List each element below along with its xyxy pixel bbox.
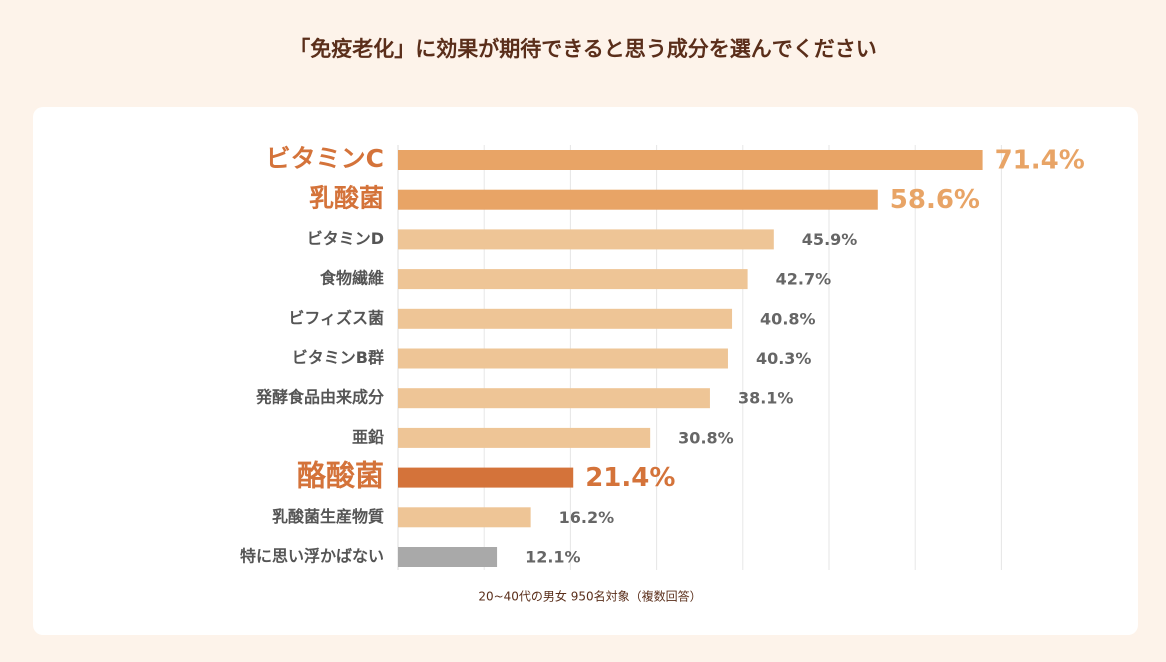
value-label: 42.7% [776,270,832,289]
category-label: ビタミンC [266,144,384,173]
category-label: ビフィズス菌 [288,308,384,327]
value-label: 38.1% [738,389,794,408]
value-label: 58.6% [890,185,980,215]
value-label: 12.1% [525,548,581,567]
category-label: ビタミンB群 [292,348,384,367]
category-label: 食物繊維 [319,269,384,288]
value-label: 16.2% [559,508,615,527]
bar [398,427,651,448]
value-label: 45.9% [802,230,858,249]
value-label: 30.8% [678,428,734,447]
bar [398,269,748,290]
category-label: 発酵食品由来成分 [255,388,384,407]
category-label: 乳酸菌生産物質 [272,507,384,526]
value-label: 40.3% [756,349,812,368]
bar [398,547,498,567]
category-label: 亜鉛 [352,427,384,446]
category-label: 酪酸菌 [297,459,384,493]
bar [398,467,574,488]
value-label: 21.4% [585,463,675,493]
card [33,107,1138,635]
bar [398,150,983,170]
category-label: ビタミンD [307,229,384,248]
bar [398,308,733,329]
bar [398,189,878,210]
bar [398,348,728,369]
bar [398,388,710,409]
note: 20~40代の男女 950名対象（複数回答） [478,589,701,604]
value-label: 40.8% [760,309,816,328]
value-label: 71.4% [995,146,1085,176]
bar [398,229,774,250]
chart-title: 「免疫老化」に効果が期待できると思う成分を選んでください [289,37,877,61]
bar [398,507,531,528]
category-label: 乳酸菌 [309,184,384,213]
category-label: 特に思い浮かばない [240,547,384,566]
